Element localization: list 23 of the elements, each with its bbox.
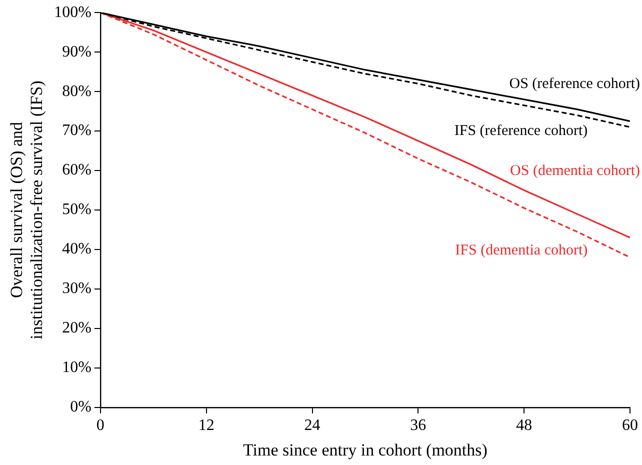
x-tick-label: 60 (622, 417, 638, 434)
series-label: OS (reference cohort) (509, 76, 640, 92)
y-tick-label: 70% (62, 122, 92, 140)
series-label: IFS (dementia cohort) (455, 242, 588, 258)
y-tick-label: 90% (62, 43, 92, 60)
y-tick-label: 60% (62, 162, 92, 179)
y-tick-label: 50% (62, 201, 92, 218)
x-tick-label: 0 (96, 417, 104, 434)
y-tick-label: 10% (62, 359, 92, 376)
x-tick-label: 48 (516, 417, 532, 434)
x-tick-label: 36 (410, 417, 426, 434)
y-tick-label: 100% (54, 4, 92, 21)
y-tick-label: 0% (70, 398, 92, 416)
series-label: IFS (reference cohort) (454, 123, 588, 140)
series-label: OS (dementia cohort) (510, 162, 640, 179)
x-axis-title: Time since entry in cohort (months) (242, 440, 488, 460)
y-axis-title: Overall survival (OS) and institutionalization-free survival (IFS) (7, 80, 46, 340)
y-tick-label: 30% (62, 280, 92, 298)
x-tick-label: 24 (304, 417, 320, 434)
x-tick-label: 12 (198, 417, 214, 434)
y-tick-label: 20% (62, 320, 92, 337)
y-tick-label: 80% (62, 82, 92, 100)
y-tick-label: 40% (62, 240, 92, 258)
